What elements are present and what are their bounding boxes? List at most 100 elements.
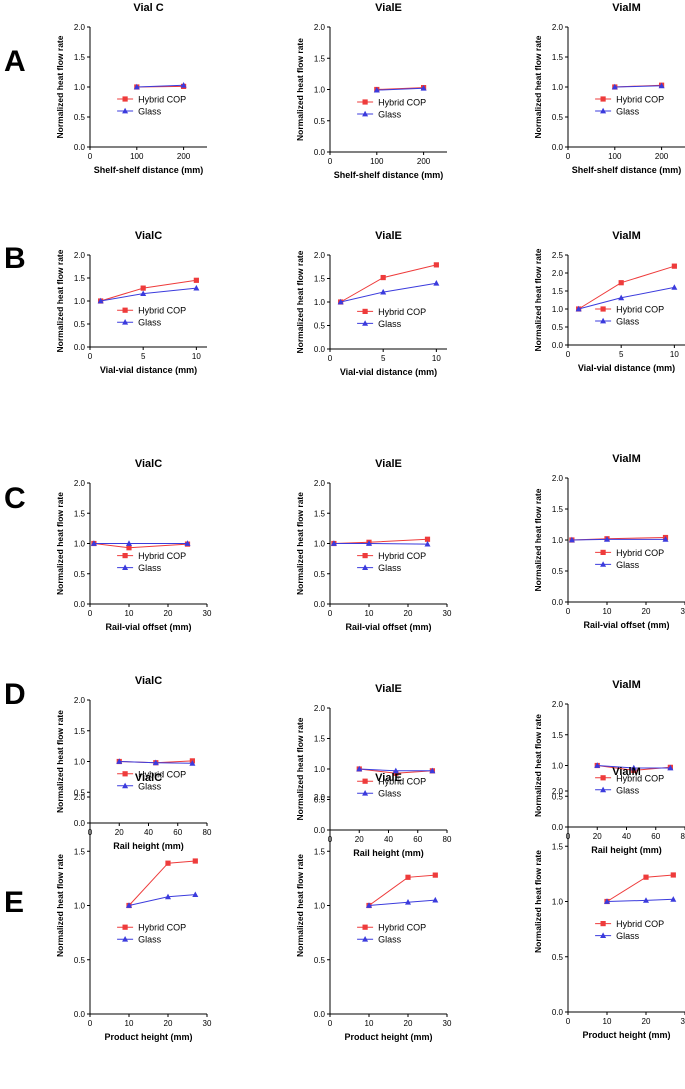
x-tick-label: 100: [130, 152, 144, 161]
y-tick-label: 2.0: [74, 696, 86, 705]
legend-hybrid-label: Hybrid COP: [616, 548, 664, 558]
y-axis-label: Normalized heat flow rate: [55, 492, 65, 595]
y-tick-label: 0.0: [74, 1010, 86, 1019]
glass-point: [165, 893, 171, 900]
y-axis-label: Normalized heat flow rate: [295, 250, 305, 353]
x-tick-label: 60: [651, 832, 660, 841]
legend-glass-marker: [600, 561, 607, 567]
legend-glass-label: Glass: [138, 318, 162, 328]
y-tick-label: 1.0: [314, 298, 326, 307]
x-tick-label: 0: [328, 157, 333, 166]
y-axis-label: Normalized heat flow rate: [533, 714, 543, 817]
y-axis-label: Normalized heat flow rate: [533, 488, 543, 591]
y-tick-label: 2.0: [552, 787, 564, 796]
hybrid-cop-point: [433, 262, 439, 268]
legend-glass-label: Glass: [378, 319, 402, 329]
y-tick-label: 1.5: [74, 847, 86, 856]
hybrid-cop-point: [405, 874, 411, 880]
legend-hybrid-marker: [122, 924, 128, 930]
x-axis-label: Vial-vial distance (mm): [100, 365, 197, 375]
x-tick-label: 10: [125, 1019, 134, 1028]
y-tick-label: 1.5: [552, 53, 564, 62]
y-tick-label: 0.0: [314, 148, 326, 157]
glass-line: [333, 543, 428, 545]
x-tick-label: 20: [164, 609, 173, 618]
legend-glass-marker: [122, 319, 129, 325]
y-axis-label: Normalized heat flow rate: [533, 35, 543, 138]
legend-glass-marker: [122, 782, 129, 789]
x-tick-label: 20: [593, 832, 602, 841]
y-tick-label: 2.0: [314, 704, 326, 713]
glass-point: [611, 83, 618, 90]
legend-glass-label: Glass: [616, 931, 640, 941]
y-axis-label: Normalized heat flow rate: [295, 717, 305, 820]
hybrid-cop-point: [670, 872, 676, 878]
y-tick-label: 1.0: [314, 86, 326, 95]
chart-title: VialE: [375, 2, 402, 14]
glass-line: [136, 84, 184, 88]
y-tick-label: 2.0: [74, 793, 86, 802]
y-axis-label: Normalized heat flow rate: [295, 492, 305, 595]
glass-point: [604, 898, 610, 904]
glass-point: [140, 290, 147, 297]
chart-title: VialM: [612, 766, 641, 778]
chart-b-1: VialC 0.0 0.5 1.0 1.5 2.0 0 5 10 Vial-vial distan…: [55, 230, 207, 375]
x-tick-label: 0: [566, 350, 571, 359]
legend-hybrid-marker: [122, 307, 128, 313]
glass-point: [594, 762, 601, 768]
glass-line: [128, 894, 196, 906]
y-tick-label: 2.0: [552, 474, 564, 483]
hybrid-cop-point: [380, 274, 386, 281]
x-tick-label: 10: [365, 1019, 374, 1028]
legend-hybrid-marker: [600, 306, 606, 312]
chart-b-2: VialE 0.0 0.5 1.0 1.5 2.0 0 5 10 Vial-vial distan…: [295, 230, 447, 377]
y-tick-label: 0.5: [74, 788, 86, 797]
glass-point: [180, 82, 187, 88]
x-tick-label: 10: [365, 609, 374, 618]
x-tick-label: 0: [566, 1017, 571, 1026]
y-tick-label: 0.0: [314, 1010, 326, 1019]
y-axis-label: Normalized heat flow rate: [533, 850, 543, 953]
y-tick-label: 0.5: [314, 796, 326, 805]
y-tick-label: 1.0: [552, 305, 564, 314]
x-tick-label: 30: [443, 609, 452, 618]
x-tick-label: 30: [443, 1019, 452, 1028]
y-tick-label: 1.5: [74, 53, 86, 62]
y-tick-label: 2.5: [552, 251, 564, 260]
chart-a-1: Vial C 0.0 0.5 1.0 1.5 2.0 0 100 200 Shelf-shelf …: [55, 2, 207, 175]
y-tick-label: 2.0: [314, 793, 326, 802]
legend-hybrid-label: Hybrid COP: [378, 307, 426, 317]
x-axis-label: Rail height (mm): [113, 841, 184, 851]
x-axis-label: Product height (mm): [345, 1032, 433, 1042]
y-axis-label: Normalized heat flow rate: [295, 38, 305, 141]
y-tick-label: 1.0: [552, 83, 564, 92]
y-tick-label: 0.5: [314, 956, 326, 965]
glass-point: [133, 83, 140, 90]
legend-glass-label: Glass: [138, 935, 162, 945]
y-tick-label: 1.0: [74, 540, 86, 549]
legend-glass-marker: [362, 320, 369, 326]
hybrid-cop-line: [128, 860, 196, 906]
glass-line: [571, 538, 666, 541]
x-tick-label: 0: [88, 152, 93, 161]
x-tick-label: 20: [164, 1019, 173, 1028]
y-tick-label: 1.0: [314, 902, 326, 911]
hybrid-cop-line: [376, 87, 424, 90]
row-letter-b: B: [4, 242, 26, 275]
glass-point: [192, 891, 199, 898]
x-axis-label: Product height (mm): [583, 1030, 671, 1040]
legend-glass-label: Glass: [138, 781, 162, 791]
legend-hybrid-marker: [600, 921, 606, 927]
glass-line: [368, 899, 436, 906]
x-tick-label: 5: [141, 352, 146, 361]
legend-hybrid-marker: [362, 308, 368, 314]
x-axis-label: Rail height (mm): [591, 845, 662, 855]
y-axis-label: Normalized heat flow rate: [55, 35, 65, 138]
legend-hybrid-marker: [600, 549, 606, 555]
x-tick-label: 0: [328, 354, 333, 363]
x-tick-label: 10: [192, 352, 201, 361]
x-axis-label: Shelf-shelf distance (mm): [94, 165, 204, 175]
chart-title: VialM: [612, 230, 641, 242]
x-tick-label: 0: [88, 609, 93, 618]
x-tick-label: 40: [622, 832, 631, 841]
